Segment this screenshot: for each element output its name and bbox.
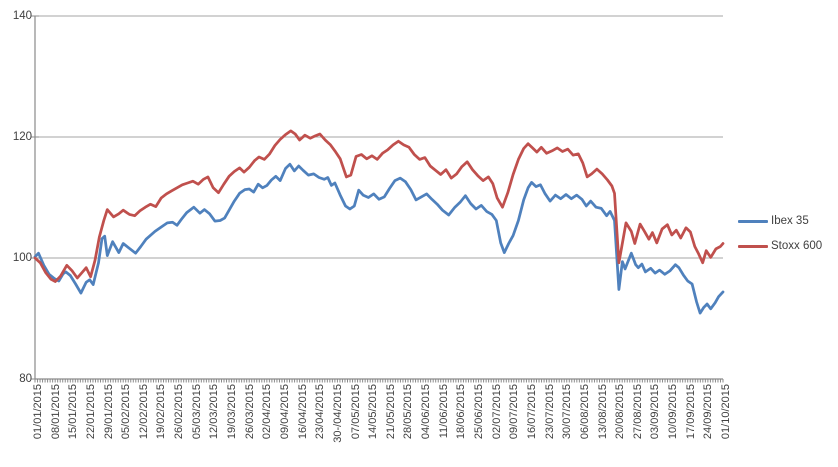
x-axis-label: 09/07/2015 <box>508 384 521 440</box>
x-axis-label: 01/01/2015 <box>32 384 44 440</box>
x-axis-label: 02/07/2015 <box>490 384 503 440</box>
x-axis-label: 29/01/2015 <box>102 384 115 440</box>
x-axis-label: 01/10/2015 <box>720 384 732 440</box>
x-axis-label: 16/07/2015 <box>525 384 538 440</box>
x-axis-label: 20/08/2015 <box>614 384 627 440</box>
stoxx-600-line[interactable] <box>33 129 725 283</box>
y-axis-label: 120 <box>12 130 32 143</box>
ibex-35-line[interactable] <box>33 162 725 315</box>
x-axis-label: 15/01/2015 <box>67 384 80 440</box>
x-axis-label: 11/06/2015 <box>437 384 450 439</box>
x-axis-label: 30/07/2015 <box>561 384 574 440</box>
x-axis-label: 19/03/2015 <box>226 384 239 440</box>
x-axis-label: 18/06/2015 <box>455 384 468 440</box>
y-axis-label: 140 <box>12 9 32 22</box>
x-axis-label: 05/03/2015 <box>190 384 203 440</box>
x-axis-label: 24/09/2015 <box>702 384 715 440</box>
x-axis-label: 28/05/2015 <box>402 384 415 440</box>
legend-item-stoxx-600[interactable]: Stoxx 600 <box>738 235 822 257</box>
legend-item-ibex-35[interactable]: Ibex 35 <box>738 210 822 232</box>
legend-line-sample-ibex-35 <box>738 219 768 223</box>
legend-label: Ibex 35 <box>771 215 809 227</box>
x-axis-label: 23/07/2015 <box>543 384 556 440</box>
x-axis-label: 21/05/2015 <box>384 384 397 440</box>
x-axis-label: 02/04/2015 <box>261 384 274 440</box>
x-axis-label: 14/05/2015 <box>367 384 380 440</box>
x-axis-label: 26/03/2015 <box>243 384 256 440</box>
x-axis-label: 09/04/2015 <box>278 384 291 440</box>
x-axis-label: 06/08/2015 <box>578 384 591 440</box>
x-axis-label: 05/02/2015 <box>120 384 133 440</box>
x-axis-label: 22/01/2015 <box>84 384 97 440</box>
x-axis-label: 19/02/2015 <box>155 384 168 440</box>
legend-line-sample-stoxx-600 <box>738 244 768 248</box>
x-axis-label: 16/04/2015 <box>296 384 309 440</box>
x-axis-label: 13/08/2015 <box>596 384 609 440</box>
x-axis-label: 10/09/2015 <box>667 384 680 440</box>
x-axis-label: 25/06/2015 <box>473 384 486 440</box>
x-axis-label: 17/09/2015 <box>684 384 697 440</box>
y-axis-label: 100 <box>12 251 32 264</box>
x-axis-label: 12/02/2015 <box>137 384 150 440</box>
x-axis-label: 08/01/2015 <box>49 384 62 440</box>
legend: Ibex 35 Stoxx 600 <box>738 210 822 260</box>
legend-label: Stoxx 600 <box>771 240 823 252</box>
x-axis-label: 27/08/2015 <box>631 384 644 440</box>
y-axis-label: 80 <box>19 372 32 385</box>
x-axis-label: 03/09/2015 <box>649 384 662 440</box>
x-axis-label: 12/03/2015 <box>208 384 221 440</box>
x-axis-label: 30-/04/2015 <box>331 384 344 443</box>
x-axis-label: 23/04/2015 <box>314 384 327 440</box>
x-axis-label: 26/02/2015 <box>173 384 186 440</box>
x-axis-label: 04/06/2015 <box>420 384 433 440</box>
x-axis-label: 07/05/2015 <box>349 384 362 440</box>
